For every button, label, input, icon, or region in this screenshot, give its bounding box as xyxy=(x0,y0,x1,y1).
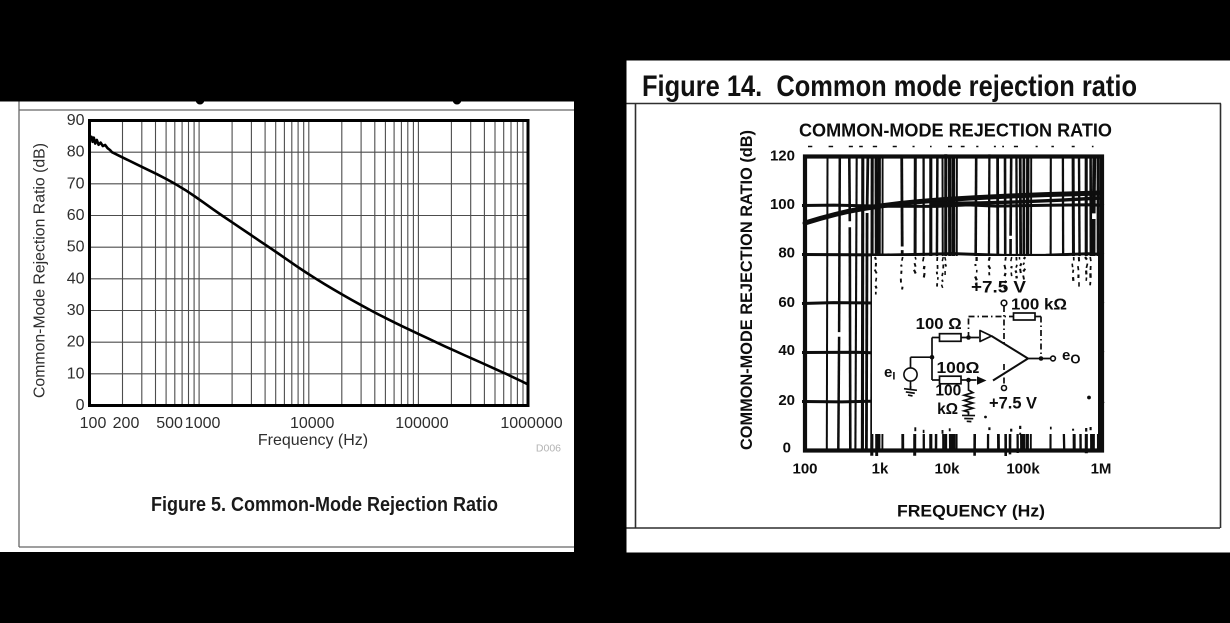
svg-text:60: 60 xyxy=(778,294,795,311)
svg-text:100 Ω: 100 Ω xyxy=(916,316,962,333)
svg-text:Frequency (Hz): Frequency (Hz) xyxy=(258,432,368,449)
svg-text:40: 40 xyxy=(67,270,85,287)
svg-text:100 kΩ: 100 kΩ xyxy=(1011,297,1067,314)
svg-text:Common-Mode Rejection Ratio (d: Common-Mode Rejection Ratio (dB) xyxy=(32,143,49,398)
svg-text:0: 0 xyxy=(76,397,85,414)
svg-text:10000: 10000 xyxy=(290,415,335,432)
svg-text:D006: D006 xyxy=(536,443,561,455)
svg-text:20: 20 xyxy=(67,334,85,351)
svg-text:100000: 100000 xyxy=(395,415,448,432)
svg-text:1M: 1M xyxy=(1091,461,1112,478)
svg-text:100: 100 xyxy=(792,461,817,478)
svg-text:100k: 100k xyxy=(1006,461,1040,478)
svg-text:+7.5 V: +7.5 V xyxy=(971,278,1027,297)
svg-text:FREQUENCY (Hz): FREQUENCY (Hz) xyxy=(897,502,1045,521)
svg-text:1000000: 1000000 xyxy=(500,415,562,432)
svg-text:COMMON-MODE REJECTION RATIO (d: COMMON-MODE REJECTION RATIO (dB) xyxy=(737,130,756,450)
svg-text:30: 30 xyxy=(67,302,85,319)
svg-text:Figure 14. Common mode reject: Figure 14. Common mode rejection ratio xyxy=(642,70,1137,103)
svg-text:1000: 1000 xyxy=(185,415,221,432)
svg-text:100: 100 xyxy=(935,382,961,399)
svg-text:80: 80 xyxy=(778,245,795,262)
svg-text:20: 20 xyxy=(778,392,795,409)
svg-text:kΩ: kΩ xyxy=(937,401,958,418)
svg-text:200: 200 xyxy=(113,415,140,432)
svg-text:100Ω: 100Ω xyxy=(937,360,980,377)
svg-text:eO: eO xyxy=(1062,347,1080,366)
svg-text:60: 60 xyxy=(67,207,85,224)
svg-text:70: 70 xyxy=(67,175,85,192)
svg-text:1k: 1k xyxy=(872,461,889,478)
svg-text:+7.5 V: +7.5 V xyxy=(989,395,1037,413)
svg-text:500: 500 xyxy=(156,415,183,432)
svg-text:10: 10 xyxy=(67,365,85,382)
svg-text:100: 100 xyxy=(770,196,795,213)
svg-text:Figure 5. Common-Mode Rejectio: Figure 5. Common-Mode Rejection Ratio xyxy=(151,494,498,516)
svg-text:COMMON-MODE REJECTION RATIO: COMMON-MODE REJECTION RATIO xyxy=(799,121,1112,141)
svg-text:eI: eI xyxy=(884,364,895,383)
svg-text:80: 80 xyxy=(67,144,85,161)
svg-text:0: 0 xyxy=(783,440,791,457)
svg-text:40: 40 xyxy=(778,342,795,359)
svg-text:100: 100 xyxy=(80,415,107,432)
svg-text:10k: 10k xyxy=(934,461,960,478)
svg-text:90: 90 xyxy=(67,112,85,129)
svg-text:120: 120 xyxy=(770,148,795,165)
svg-text:50: 50 xyxy=(67,239,85,256)
